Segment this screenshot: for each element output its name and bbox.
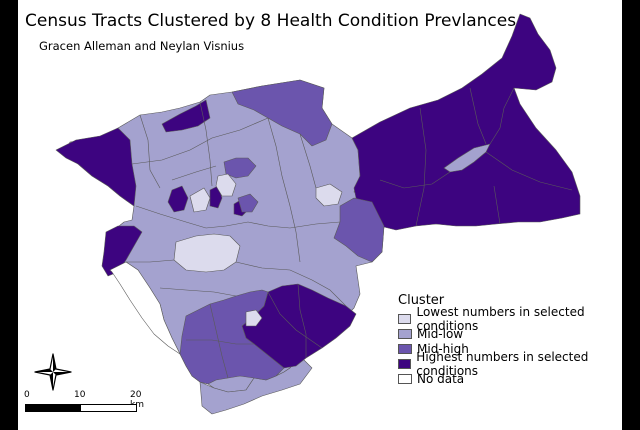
tract-region-midhigh-north: [231, 79, 333, 147]
legend-label-midlow: Mid-low: [417, 326, 464, 341]
tract-region-highest-west: [55, 127, 137, 207]
scale-label-0: 0: [24, 390, 30, 400]
legend-item-nodata: No data: [398, 371, 640, 386]
tract-highest-central-1: [167, 185, 189, 213]
tract-lowest-5: [245, 309, 263, 327]
legend-swatch-midhigh: [398, 343, 412, 354]
tract-boundaries: [126, 87, 573, 379]
legend-label-lowest: Lowest numbers in selected conditions: [416, 304, 585, 333]
tract-region-highest-southwest: [101, 225, 143, 277]
scale-bar-white-segment: [80, 404, 137, 412]
legend-swatch-highest: [398, 358, 412, 369]
tract-region-highest-east: [351, 13, 581, 231]
map-authors: Gracen Alleman and Neylan Visnius: [39, 39, 245, 53]
legend-label-highest: Highest numbers in selected conditions: [416, 349, 589, 378]
legend-item-midhigh: Mid-high: [398, 341, 640, 356]
legend-swatch-midlow: [398, 328, 412, 339]
tract-lowest-2: [315, 183, 343, 207]
scale-bar-black-segment: [25, 404, 82, 412]
tract-lowest-3: [189, 187, 211, 213]
legend-title: Cluster: [398, 293, 445, 308]
tract-region-midhigh-east: [333, 197, 385, 263]
legend-swatch-nodata: [398, 373, 412, 384]
legend-item-highest: Highest numbers in selected conditions: [398, 350, 640, 378]
tract-nodata-southwest: [109, 261, 181, 355]
left-frame-bar: [0, 0, 18, 430]
tract-midhigh-small: [237, 193, 259, 213]
legend-item-lowest: Lowest numbers in selected conditions: [398, 305, 640, 333]
map-legend: Cluster Lowest numbers in selected condi…: [398, 293, 640, 386]
right-frame-bar: [622, 0, 640, 430]
tract-region-midhigh-south: [179, 289, 285, 385]
tract-lowest-4: [215, 173, 237, 197]
scale-bar: 0 10 20 km: [24, 390, 154, 416]
compass-north-arrow-icon: [34, 353, 72, 391]
legend-label-midhigh: Mid-high: [417, 341, 469, 356]
map-title: Census Tracts Clustered by 8 Health Cond…: [25, 11, 517, 31]
legend-label-nodata: No data: [417, 371, 465, 386]
tract-region-highest-north: [161, 99, 211, 133]
legend-swatch-lowest: [398, 313, 412, 324]
census-tract-map: [55, 13, 581, 415]
scale-label-10: 10: [74, 390, 86, 400]
legend-item-midlow: Mid-low: [398, 326, 640, 341]
